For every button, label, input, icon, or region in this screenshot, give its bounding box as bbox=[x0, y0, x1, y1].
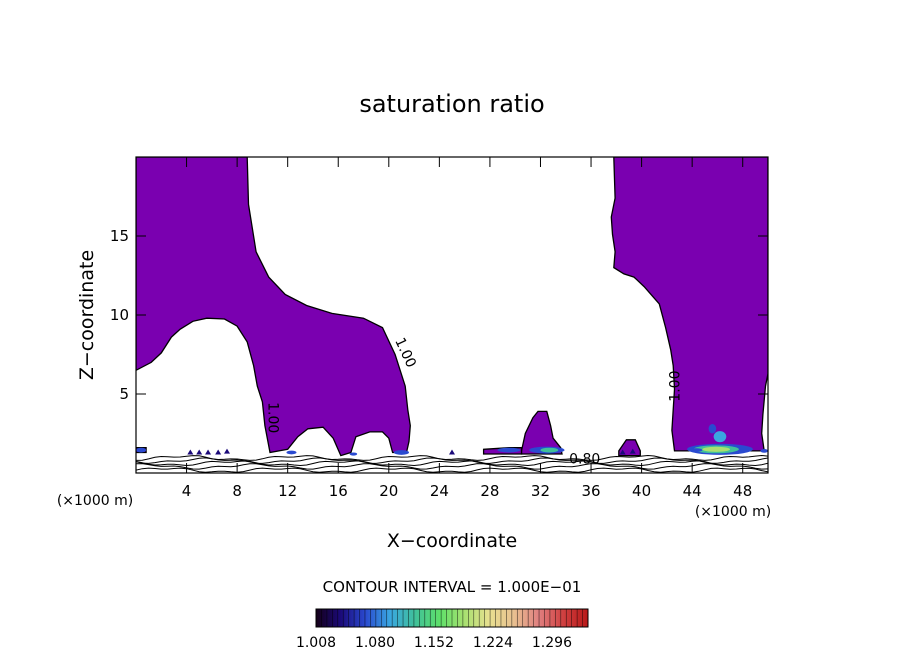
ground-contour-4 bbox=[136, 454, 768, 461]
contour-interval-text: CONTOUR INTERVAL = 1.000E−01 bbox=[323, 578, 582, 596]
colorbar-label: 1.008 bbox=[296, 635, 336, 651]
chart-title: saturation ratio bbox=[359, 90, 544, 118]
y-tick-label: 5 bbox=[119, 385, 129, 403]
colorbar: 1.008 1.080 1.152 1.224 1.296 bbox=[296, 608, 589, 651]
region-central-bump bbox=[520, 410, 563, 455]
hotspot-11 bbox=[349, 452, 358, 456]
x-tick-label: 24 bbox=[430, 482, 449, 500]
ground-contour-lines bbox=[136, 454, 768, 473]
y-tick-label: 15 bbox=[110, 227, 129, 245]
x-tick-label: 28 bbox=[480, 482, 499, 500]
hotspot-4 bbox=[708, 424, 717, 434]
hotspot-6 bbox=[540, 447, 559, 453]
x-tick-label: 4 bbox=[182, 482, 192, 500]
ground-contour-1 bbox=[136, 463, 768, 470]
contour-label: 0.80 bbox=[569, 452, 600, 468]
y-tick-label: 10 bbox=[110, 306, 129, 324]
ground-contour-0 bbox=[136, 467, 768, 473]
speckle-2 bbox=[205, 449, 212, 455]
colorbar-label: 1.296 bbox=[532, 635, 572, 651]
x-unit-label-right: (×1000 m) bbox=[695, 504, 771, 520]
y-axis-label: Z−coordinate bbox=[76, 250, 98, 380]
hotspot-13 bbox=[689, 448, 703, 452]
hotspot-8 bbox=[136, 447, 147, 453]
x-tick-label: 12 bbox=[278, 482, 297, 500]
speckle-0 bbox=[187, 449, 194, 455]
x-axis-label: X−coordinate bbox=[387, 530, 517, 552]
hotspot-12 bbox=[760, 448, 768, 453]
colorbar-label: 1.152 bbox=[414, 635, 454, 651]
speckle-1 bbox=[196, 449, 203, 455]
colorbar-label: 1.224 bbox=[473, 635, 513, 651]
speckle-3 bbox=[215, 449, 222, 455]
region-right-column bbox=[610, 157, 768, 452]
x-tick-label: 8 bbox=[232, 482, 242, 500]
region-right-ground-patch bbox=[618, 439, 641, 457]
speckle-4 bbox=[224, 448, 231, 454]
x-tick-label: 48 bbox=[733, 482, 752, 500]
x-tick-label: 20 bbox=[379, 482, 398, 500]
contour-label: 1.00 bbox=[265, 402, 281, 433]
hotspot-2 bbox=[702, 446, 731, 452]
region-left-column bbox=[136, 157, 411, 457]
x-tick-label: 40 bbox=[632, 482, 651, 500]
x-tick-label: 44 bbox=[683, 482, 702, 500]
speckle-5 bbox=[449, 449, 455, 455]
speckle-7 bbox=[629, 448, 636, 454]
hotspot-9 bbox=[393, 450, 410, 455]
ground-contour-2 bbox=[136, 460, 768, 467]
colorbar-label: 1.080 bbox=[355, 635, 395, 651]
x-tick-label: 32 bbox=[531, 482, 550, 500]
contour-label: 1.00 bbox=[668, 371, 684, 402]
hotspot-3 bbox=[713, 431, 727, 443]
speckle-6 bbox=[619, 449, 626, 455]
x-tick-label: 16 bbox=[329, 482, 348, 500]
x-tick-label: 36 bbox=[581, 482, 600, 500]
hotspot-7 bbox=[497, 447, 521, 453]
x-unit-label-left: (×1000 m) bbox=[57, 493, 133, 509]
hotspot-10 bbox=[286, 450, 297, 455]
